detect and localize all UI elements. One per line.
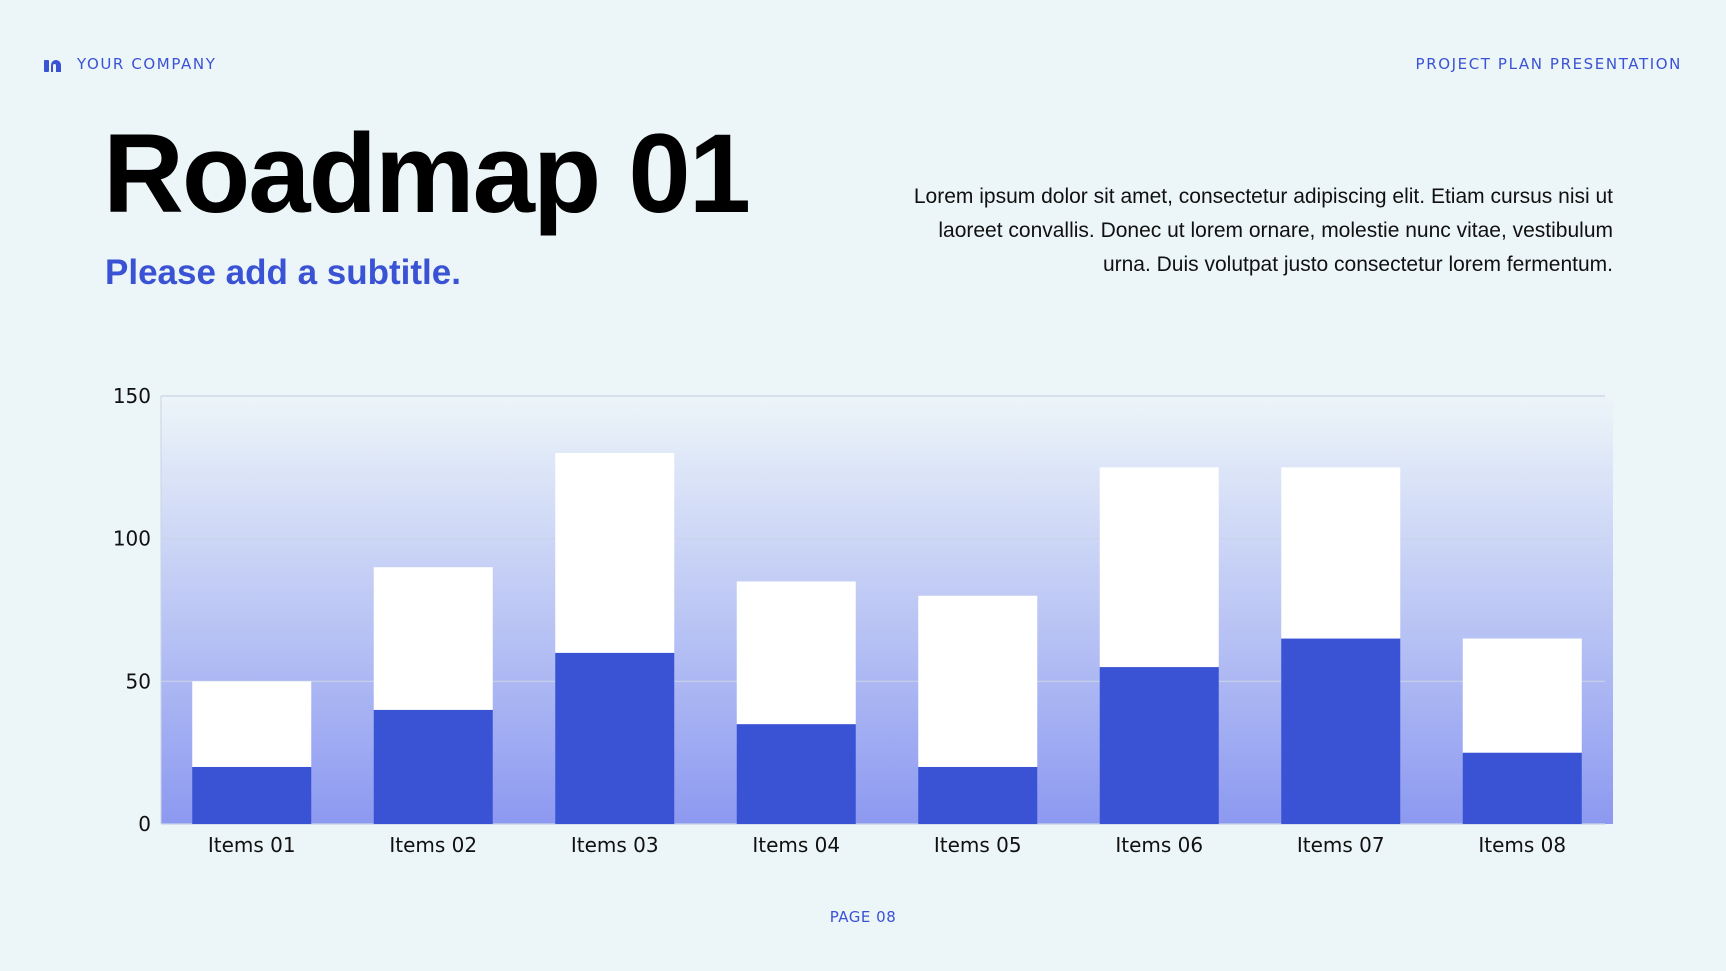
bar-segment-2: [373, 567, 493, 710]
bar-segment-2: [1281, 467, 1401, 639]
company-logo-icon: [44, 60, 61, 72]
bar-segment-2: [555, 453, 675, 653]
y-tick-label: 50: [126, 669, 151, 693]
y-tick-label: 150: [113, 384, 151, 408]
bar-segment-2: [736, 581, 856, 725]
bar-segment-1: [192, 766, 312, 824]
bar-segment-2: [918, 595, 1038, 767]
x-tick-label: Items 08: [1478, 833, 1566, 857]
presentation-name: PROJECT PLAN PRESENTATION: [1415, 55, 1682, 73]
x-tick-label: Items 01: [208, 833, 296, 857]
bar-segment-2: [192, 681, 312, 767]
page-number: PAGE 08: [829, 908, 897, 926]
x-tick-label: Items 05: [934, 833, 1022, 857]
bar-segment-1: [1281, 638, 1401, 824]
bar-segment-2: [1462, 638, 1582, 753]
x-tick-label: Items 03: [571, 833, 659, 857]
x-tick-label: Items 07: [1297, 833, 1385, 857]
slide-title: Roadmap 01: [103, 111, 751, 236]
x-tick-label: Items 06: [1115, 833, 1203, 857]
x-tick-label: Items 02: [389, 833, 477, 857]
bar-segment-1: [736, 724, 856, 824]
y-tick-label: 100: [113, 527, 151, 551]
company-name: YOUR COMPANY: [77, 55, 217, 73]
y-tick-label: 0: [138, 812, 151, 836]
bar-segment-1: [555, 652, 675, 824]
intro-paragraph: Lorem ipsum dolor sit amet, consectetur …: [913, 185, 1613, 276]
bar-segment-1: [373, 709, 493, 824]
slide-subtitle: Please add a subtitle.: [105, 253, 461, 292]
bar-segment-1: [1099, 667, 1219, 824]
company-brand: YOUR COMPANY: [43, 54, 216, 74]
x-tick-label: Items 04: [752, 833, 840, 857]
bar-segment-2: [1099, 467, 1219, 668]
bar-segment-1: [918, 766, 1038, 824]
stacked-bar-chart: 0 50 100 150 Items 01 Items 02 Items 03 Items 0…: [113, 384, 1613, 857]
bar-segment-1: [1462, 752, 1582, 824]
